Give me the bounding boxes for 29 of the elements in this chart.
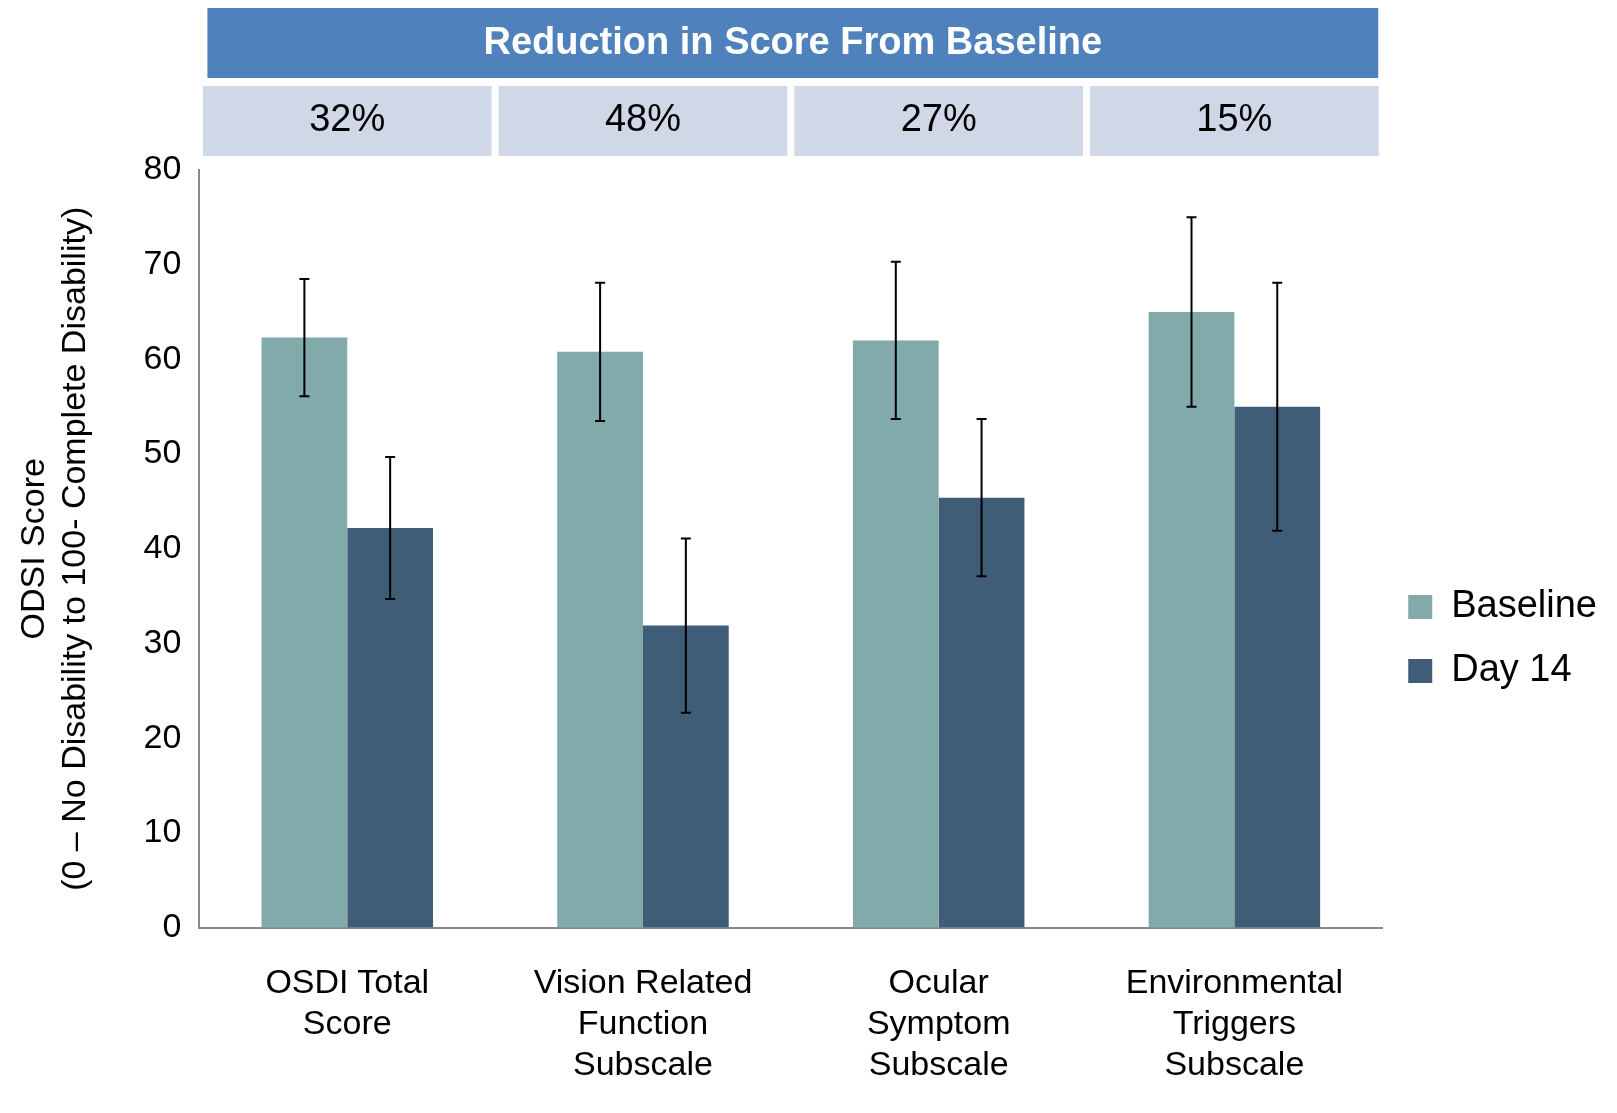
text: 32% <box>309 97 386 140</box>
legend-label: Day 14 <box>1451 647 1572 690</box>
text: 15% <box>1196 97 1273 140</box>
y-tick-label: 20 <box>143 716 182 755</box>
y-tick-label: 40 <box>143 527 182 566</box>
text: 48% <box>604 97 682 140</box>
bar <box>347 527 434 928</box>
x-tick-label: OSDI Total Score <box>265 962 430 1042</box>
bar <box>642 625 729 928</box>
bar <box>1234 406 1321 928</box>
y-tick-label: 50 <box>143 432 182 471</box>
bar <box>938 497 1025 928</box>
bar <box>261 337 348 928</box>
y-tick-label: 80 <box>143 148 182 187</box>
text: 27% <box>900 97 977 140</box>
x-tick-label: Ocular Symptom Subscale <box>866 962 1011 1082</box>
x-tick-label: Vision Related Function Subscale <box>533 962 753 1082</box>
y-tick-label: 10 <box>143 811 182 850</box>
chart-title: Reduction in Score From Baseline <box>483 20 1103 63</box>
bar <box>852 340 939 928</box>
y-axis-title: ODSI Score (0 – No Disability to 100- Complete Disability) <box>12 206 92 891</box>
legend-label: Baseline <box>1451 583 1597 626</box>
y-tick-label: 60 <box>143 337 182 376</box>
bar <box>557 351 643 928</box>
x-tick-label: Environmental Triggers Subscale <box>1125 962 1344 1082</box>
bar <box>1148 312 1235 928</box>
y-tick-label: 70 <box>143 243 182 282</box>
y-tick-label: 30 <box>143 621 182 660</box>
y-tick-label: 0 <box>162 905 182 944</box>
